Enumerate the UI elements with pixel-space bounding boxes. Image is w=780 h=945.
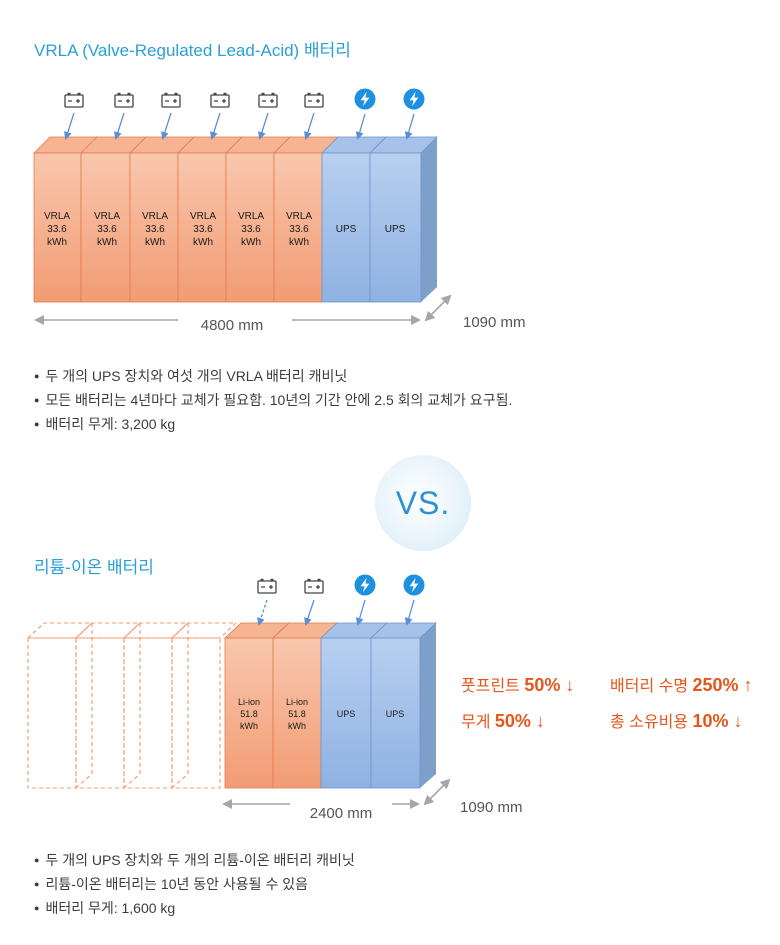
vrla-cabinet-capacity: 33.6 [145, 224, 165, 235]
list-item: 모든 배터리는 4년마다 교체가 필요함. 10년의 기간 안에 2.5 회의 … [34, 388, 512, 412]
ups-cabinet [369, 152, 422, 303]
liion-cabinet-unit: kWh [240, 721, 258, 731]
vrla-cabinet-name: VRLA [44, 211, 70, 222]
vrla-cabinet-unit: kWh [289, 237, 309, 248]
footprint-claim: 풋프린트 50% ↓ [461, 672, 574, 696]
liion-cabinet-name: Li-ion [238, 697, 260, 707]
vrla-cabinet-capacity: 33.6 [97, 224, 117, 235]
vrla-depth-label: 1090 mm [463, 314, 526, 331]
vrla-cabinet [225, 152, 275, 303]
battery-life-value: 250% ↑ [692, 675, 753, 695]
lightning-icon [354, 574, 376, 596]
vrla-cabinet [80, 152, 131, 303]
lightning-icon [403, 88, 425, 110]
liion-cabinet-capacity: 51.8 [288, 709, 306, 719]
liion-cabinet [224, 637, 274, 789]
weight-claim: 무게 50% ↓ [461, 708, 545, 732]
ups-label: UPS [336, 224, 357, 235]
vrla-cabinet-unit: kWh [193, 237, 213, 248]
weight-label: 무게 [461, 714, 491, 731]
ups-cabinet [370, 637, 421, 789]
vrla-cabinet-name: VRLA [190, 211, 216, 222]
liion-section-title: 리튬-이온 배터리 [34, 558, 154, 577]
vrla-cabinet-name: VRLA [142, 211, 168, 222]
liion-cabinet-unit: kWh [288, 721, 306, 731]
battery-life-label: 배터리 수명 [610, 678, 689, 695]
battery-icon [161, 92, 181, 108]
vrla-cabinet-unit: kWh [47, 237, 67, 248]
vrla-cabinet-name: VRLA [286, 211, 312, 222]
lightning-icon [354, 88, 376, 110]
ups-label: UPS [385, 224, 406, 235]
ups-label: UPS [337, 709, 356, 719]
liion-depth-label: 1090 mm [460, 799, 523, 816]
battery-icon [304, 578, 324, 594]
vrla-width-label: 4800 mm [201, 317, 264, 334]
liion-width-label: 2400 mm [310, 805, 373, 822]
vrla-bullet-list: 두 개의 UPS 장치와 여섯 개의 VRLA 배터리 캐비닛 모든 배터리는 … [34, 364, 512, 436]
liion-cabinet-row [223, 622, 438, 789]
list-item: 리튬-이온 배터리는 10년 동안 사용될 수 있음 [34, 872, 355, 896]
vrla-cabinet-unit: kWh [241, 237, 261, 248]
vrla-cabinet-unit: kWh [97, 237, 117, 248]
list-item: 배터리 무게: 1,600 kg [34, 896, 355, 920]
list-item: 두 개의 UPS 장치와 여섯 개의 VRLA 배터리 캐비닛 [34, 364, 512, 388]
list-item: 배터리 무게: 3,200 kg [34, 412, 512, 436]
vs-badge: VS. [375, 455, 471, 551]
vrla-cabinet [129, 152, 179, 303]
vrla-cabinet [177, 152, 227, 303]
footprint-value: 50% ↓ [524, 675, 575, 695]
ups-cabinet [321, 152, 371, 303]
liion-cabinet-name: Li-ion [286, 697, 308, 707]
battery-icon [114, 92, 134, 108]
vrla-cabinet-unit: kWh [145, 237, 165, 248]
vrla-cabinet-name: VRLA [94, 211, 120, 222]
ups-cabinet [320, 637, 372, 789]
ups-label: UPS [386, 709, 405, 719]
vrla-section-title: VRLA (Valve-Regulated Lead-Acid) 배터리 [34, 41, 351, 60]
vrla-cabinet [33, 152, 82, 303]
tco-label: 총 소유비용 [610, 714, 689, 731]
battery-icon [257, 578, 277, 594]
tco-claim: 총 소유비용 10% ↓ [610, 708, 743, 732]
vrla-cabinet-capacity: 33.6 [193, 224, 213, 235]
vrla-cabinet [273, 152, 323, 303]
battery-life-claim: 배터리 수명 250% ↑ [610, 672, 753, 696]
liion-cabinet [272, 637, 322, 789]
footprint-label: 풋프린트 [461, 678, 520, 695]
vrla-cabinet-capacity: 33.6 [289, 224, 309, 235]
battery-icon [304, 92, 324, 108]
lightning-icon [403, 574, 425, 596]
battery-icon [210, 92, 230, 108]
vrla-cabinet-row [33, 136, 438, 303]
vrla-cabinet-capacity: 33.6 [241, 224, 261, 235]
weight-value: 50% ↓ [494, 711, 545, 731]
vrla-cabinet-capacity: 33.6 [47, 224, 67, 235]
battery-icon [64, 92, 84, 108]
list-item: 두 개의 UPS 장치와 두 개의 리튬-이온 배터리 캐비닛 [34, 848, 354, 872]
liion-cabinet-capacity: 51.8 [240, 709, 258, 719]
vrla-cabinet-name: VRLA [238, 211, 264, 222]
battery-icon [258, 92, 278, 108]
liion-bullet-list: 두 개의 UPS 장치와 두 개의 리튬-이온 배터리 캐비닛 리튬-이온 배터… [34, 848, 355, 920]
removed-cabinets-outline [26, 622, 238, 789]
tco-value: 10% ↓ [692, 711, 743, 731]
